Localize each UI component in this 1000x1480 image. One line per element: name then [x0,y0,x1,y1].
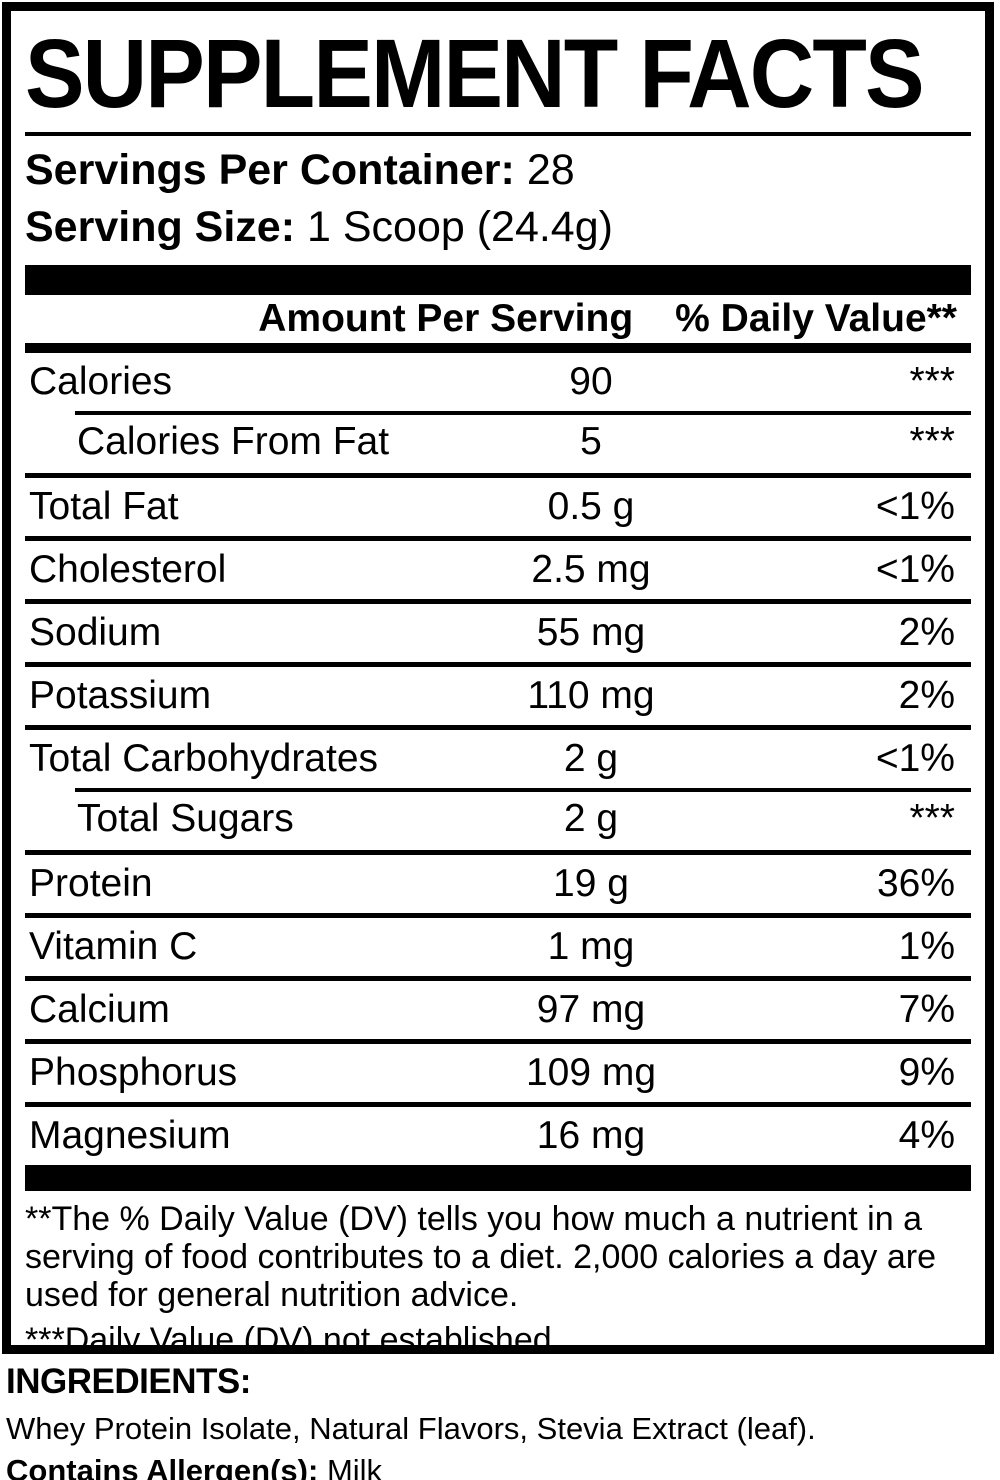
ingredients-list: Whey Protein Isolate, Natural Flavors, S… [6,1411,816,1446]
table-row-total-sugars: Total Sugars 2 g *** [25,787,971,850]
nutrient-daily-value: 2% [898,610,955,654]
table-row-phosphorus: Phosphorus 109 mg 9% [25,1038,971,1102]
nutrient-name: Total Fat [29,484,179,528]
allergen-value: Milk [326,1453,383,1480]
nutrient-amount: 110 mg [527,673,655,717]
separator-bar-top [25,264,971,295]
servings-per-container: Servings Per Container: 28 [25,147,971,193]
servings-per-container-label: Servings Per Container: [25,146,515,194]
nutrient-name: Vitamin C [29,924,198,968]
table-row-total-fat: Total Fat 0.5 g <1% [25,472,971,536]
table-row-total-carbohydrates: Total Carbohydrates 2 g <1% [25,724,971,788]
serving-size-label: Serving Size: [25,203,296,252]
nutrient-amount: 97 mg [536,987,646,1031]
servings-per-container-value: 28 [526,146,575,194]
nutrient-daily-value: 7% [898,987,955,1031]
nutrient-name: Sodium [29,610,162,654]
ingredients-heading: INGREDIENTS: [6,1362,251,1401]
table-row-potassium: Potassium 110 mg 2% [25,661,971,725]
nutrient-amount: 1 mg [547,924,635,968]
nutrition-table: Amount Per Serving % Daily Value** Calor… [25,295,971,1165]
table-header-row: Amount Per Serving % Daily Value** [25,295,971,348]
allergen-line: Contains Allergen(s): Milk [6,1453,990,1480]
column-header-amount: Amount Per Serving [258,296,634,340]
nutrient-name: Magnesium [29,1113,231,1157]
nutrient-name: Calories From Fat [77,419,390,463]
panel-title: SUPPLEMENT FACTS [25,19,925,128]
nutrient-amount: 2.5 mg [531,547,651,591]
nutrient-daily-value: <1% [875,547,955,591]
table-row-magnesium: Magnesium 16 mg 4% [25,1101,971,1165]
nutrient-daily-value: *** [909,359,955,403]
nutrient-name: Total Carbohydrates [29,736,379,780]
nutrient-name: Calcium [29,987,170,1031]
nutrient-name: Phosphorus [29,1050,238,1094]
nutrient-amount: 5 [580,419,602,463]
nutrient-name: Protein [29,861,153,905]
not-established-footnote: ***Daily Value (DV) not established. [25,1320,562,1354]
table-row-sodium: Sodium 55 mg 2% [25,598,971,662]
nutrient-daily-value: 1% [898,924,955,968]
nutrient-name: Potassium [29,673,212,717]
nutrient-amount: 19 g [553,861,629,905]
table-row-protein: Protein 19 g 36% [25,849,971,913]
allergen-label: Contains Allergen(s): [6,1453,319,1480]
nutrient-amount: 2 g [563,736,619,780]
table-row-calcium: Calcium 97 mg 7% [25,975,971,1039]
nutrient-amount: 109 mg [525,1050,657,1094]
nutrient-amount: 0.5 g [547,484,635,528]
ingredients-section: INGREDIENTS: Whey Protein Isolate, Natur… [0,1354,1000,1480]
nutrient-name: Cholesterol [29,547,227,591]
table-row-calories: Calories 90 *** [25,347,971,411]
table-row-cholesterol: Cholesterol 2.5 mg <1% [25,535,971,599]
nutrient-daily-value: 36% [876,861,955,905]
serving-size-value: 1 Scoop (24.4g) [306,203,613,252]
nutrient-name: Total Sugars [77,796,294,840]
nutrient-daily-value: <1% [875,484,955,528]
table-row-vitamin-c: Vitamin C 1 mg 1% [25,912,971,976]
separator-bar-bottom [25,1164,971,1191]
nutrient-daily-value: 4% [898,1113,955,1157]
nutrient-name: Calories [29,359,173,403]
nutrient-daily-value: *** [909,796,955,840]
nutrient-daily-value: 2% [898,673,955,717]
column-header-daily-value: % Daily Value** [675,296,957,340]
nutrient-amount: 16 mg [536,1113,646,1157]
nutrient-daily-value: *** [909,419,955,463]
nutrient-daily-value: 9% [898,1050,955,1094]
nutrient-amount: 55 mg [536,610,646,654]
supplement-facts-panel: SUPPLEMENT FACTS Servings Per Container:… [2,2,994,1354]
nutrient-amount: 2 g [563,796,619,840]
serving-size: Serving Size: 1 Scoop (24.4g) [25,204,971,250]
nutrient-amount: 90 [569,359,613,403]
nutrient-daily-value: <1% [875,736,955,780]
table-row-calories-from-fat: Calories From Fat 5 *** [25,410,971,473]
title-divider [25,132,971,136]
daily-value-footnote: **The % Daily Value (DV) tells you how m… [25,1199,936,1314]
